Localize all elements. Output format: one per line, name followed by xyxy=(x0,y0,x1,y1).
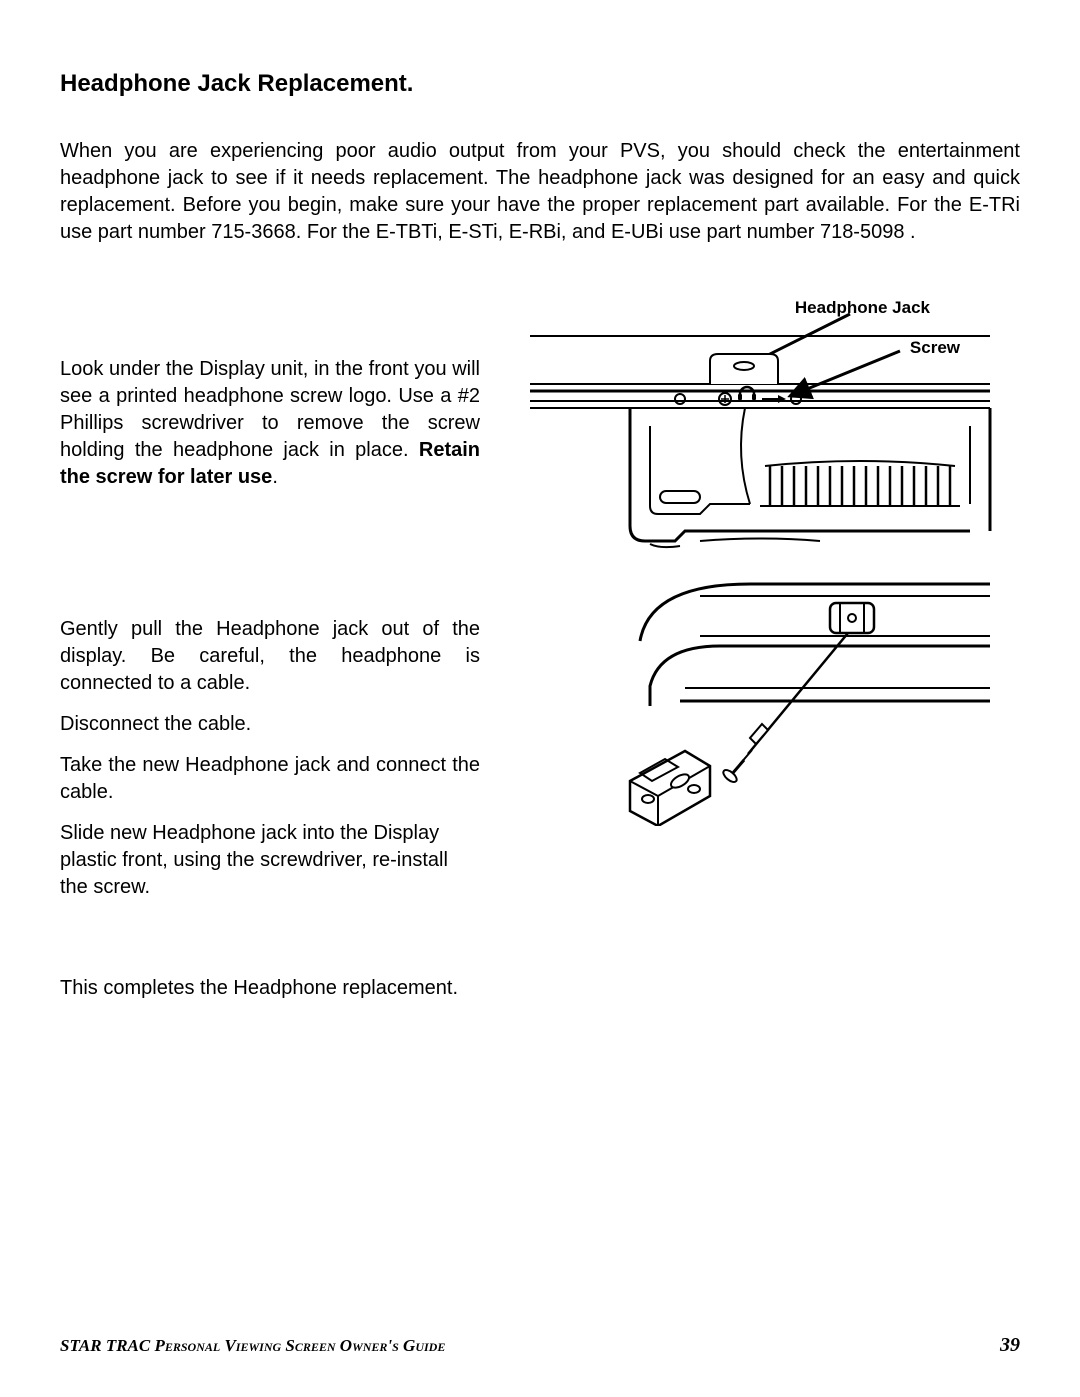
figure2-svg xyxy=(500,566,1020,826)
intro-paragraph: When you are experiencing poor audio out… xyxy=(60,138,1020,246)
figure1: Headphone Jack Screw xyxy=(480,306,1020,556)
step1-row: Look under the Display unit, in the fron… xyxy=(60,306,1020,556)
footer-rest: Personal Viewing Screen Owner's Guide xyxy=(154,1336,445,1355)
label-screw: Screw xyxy=(910,338,960,358)
step2-p1: Gently pull the Headphone jack out of th… xyxy=(60,616,480,697)
step2-p3: Take the new Headphone jack and connect … xyxy=(60,752,480,806)
label-headphone-jack: Headphone Jack xyxy=(795,298,930,318)
step2-text: Gently pull the Headphone jack out of th… xyxy=(60,566,480,915)
step1-text-c: . xyxy=(272,466,278,488)
page-title: Headphone Jack Replacement. xyxy=(60,70,1020,98)
step2-p2: Disconnect the cable. xyxy=(60,711,480,738)
document-page: Headphone Jack Replacement. When you are… xyxy=(0,0,1080,1397)
figure2 xyxy=(480,566,1020,826)
page-footer: STAR TRAC Personal Viewing Screen Owner'… xyxy=(60,1334,1020,1357)
step2-row: Gently pull the Headphone jack out of th… xyxy=(60,566,1020,915)
closing-p: This completes the Headphone replacement… xyxy=(60,975,480,1002)
footer-left: STAR TRAC Personal Viewing Screen Owner'… xyxy=(60,1336,445,1356)
step2-p4: Slide new Headphone jack into the Displa… xyxy=(60,820,480,901)
step1-text: Look under the Display unit, in the fron… xyxy=(60,306,480,505)
footer-brand: STAR TRAC xyxy=(60,1336,154,1355)
closing-text: This completes the Headphone replacement… xyxy=(60,975,480,1002)
step1-text-a: Look under the Display unit, in the fron… xyxy=(60,358,480,461)
footer-page-number: 39 xyxy=(1000,1334,1020,1357)
